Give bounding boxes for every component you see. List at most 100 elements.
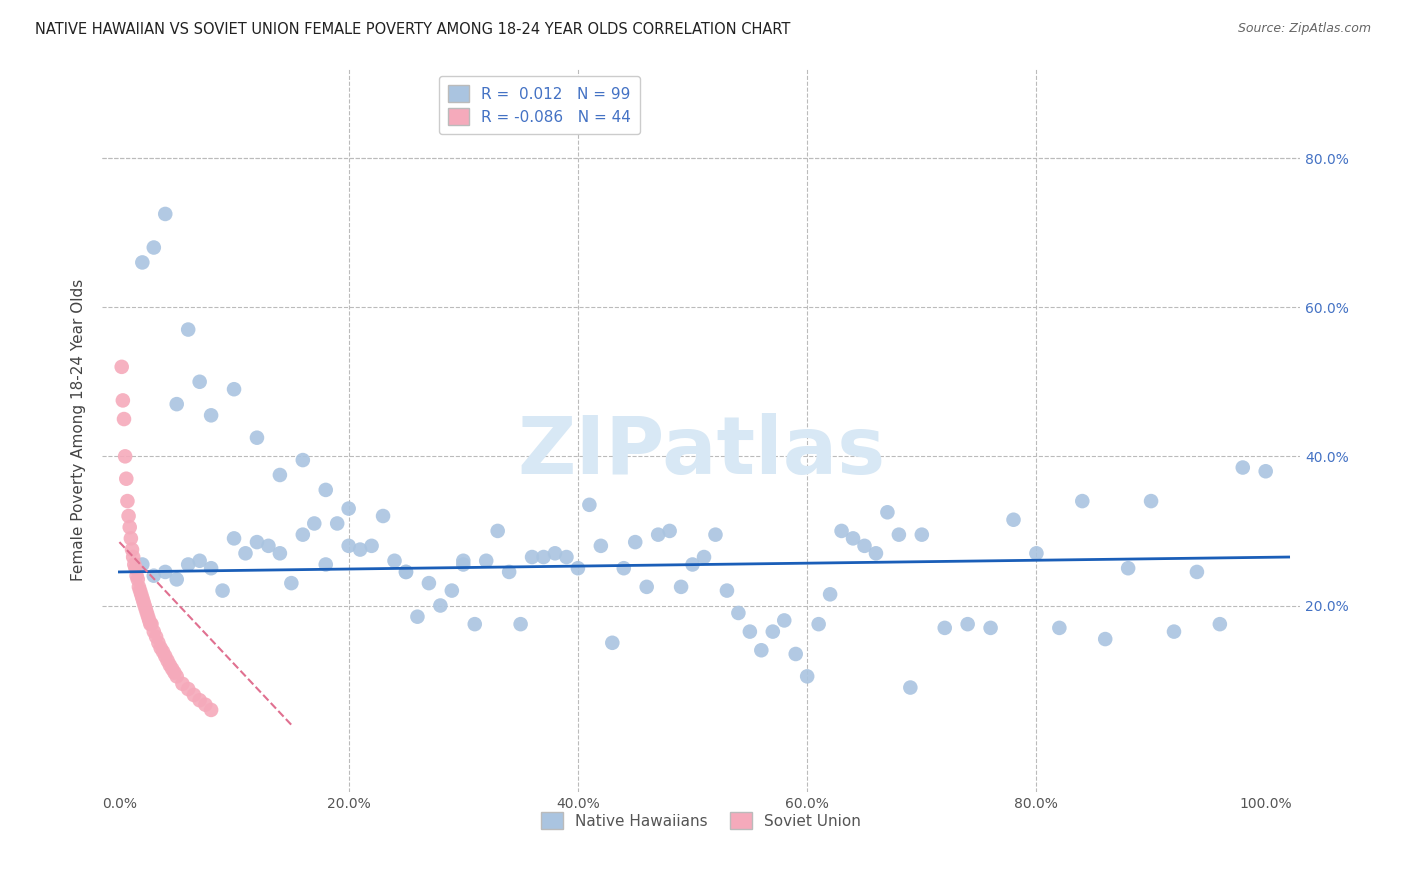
Point: [145, 630, 167, 644]
Point: [160, 662, 183, 676]
Point: [647, 527, 669, 541]
Point: [200, 703, 222, 717]
Point: [418, 576, 440, 591]
Point: [166, 397, 188, 411]
Point: [211, 583, 233, 598]
Point: [269, 467, 291, 482]
Legend: Native Hawaiians, Soviet Union: Native Hawaiians, Soviet Union: [536, 806, 868, 835]
Point: [155, 565, 177, 579]
Point: [194, 698, 217, 712]
Point: [177, 558, 200, 572]
Point: [315, 483, 337, 497]
Point: [304, 516, 326, 531]
Point: [1047, 621, 1070, 635]
Point: [589, 539, 612, 553]
Point: [384, 554, 406, 568]
Point: [1094, 632, 1116, 646]
Point: [636, 580, 658, 594]
Point: [172, 677, 194, 691]
Y-axis label: Female Poverty Among 18-24 Year Olds: Female Poverty Among 18-24 Year Olds: [72, 279, 86, 582]
Point: [177, 681, 200, 696]
Point: [163, 665, 186, 680]
Point: [111, 393, 134, 408]
Point: [135, 602, 157, 616]
Point: [544, 546, 567, 560]
Point: [1232, 460, 1254, 475]
Point: [520, 549, 543, 564]
Point: [166, 669, 188, 683]
Point: [200, 561, 222, 575]
Point: [429, 599, 451, 613]
Point: [135, 606, 157, 620]
Point: [129, 583, 152, 598]
Point: [1025, 546, 1047, 560]
Point: [127, 573, 149, 587]
Point: [121, 542, 143, 557]
Point: [291, 453, 314, 467]
Point: [613, 561, 636, 575]
Point: [117, 508, 139, 523]
Point: [235, 546, 257, 560]
Point: [111, 359, 134, 374]
Point: [1254, 464, 1277, 478]
Text: Source: ZipAtlas.com: Source: ZipAtlas.com: [1237, 22, 1371, 36]
Point: [337, 539, 360, 553]
Point: [464, 617, 486, 632]
Point: [349, 542, 371, 557]
Point: [183, 688, 205, 702]
Point: [395, 565, 418, 579]
Point: [131, 591, 153, 605]
Point: [1071, 494, 1094, 508]
Point: [124, 558, 146, 572]
Point: [125, 568, 148, 582]
Point: [853, 539, 876, 553]
Point: [1116, 561, 1139, 575]
Point: [128, 580, 150, 594]
Point: [395, 565, 418, 579]
Point: [188, 554, 211, 568]
Point: [555, 549, 578, 564]
Point: [118, 520, 141, 534]
Point: [222, 382, 245, 396]
Point: [124, 561, 146, 575]
Point: [326, 516, 349, 531]
Point: [1163, 624, 1185, 639]
Point: [1185, 565, 1208, 579]
Point: [453, 558, 475, 572]
Point: [624, 535, 647, 549]
Point: [155, 649, 177, 664]
Point: [156, 654, 179, 668]
Point: [269, 546, 291, 560]
Point: [934, 621, 956, 635]
Point: [658, 524, 681, 538]
Point: [716, 583, 738, 598]
Point: [818, 587, 841, 601]
Point: [486, 524, 509, 538]
Point: [114, 450, 136, 464]
Point: [188, 693, 211, 707]
Point: [142, 240, 165, 254]
Point: [246, 535, 269, 549]
Point: [831, 524, 853, 538]
Point: [129, 587, 152, 601]
Point: [112, 412, 135, 426]
Point: [980, 621, 1002, 635]
Point: [148, 636, 170, 650]
Point: [796, 669, 818, 683]
Point: [188, 375, 211, 389]
Point: [142, 568, 165, 582]
Point: [139, 617, 162, 632]
Point: [155, 207, 177, 221]
Point: [773, 614, 796, 628]
Point: [1140, 494, 1163, 508]
Point: [280, 576, 302, 591]
Point: [134, 599, 156, 613]
Point: [1002, 513, 1025, 527]
Point: [738, 624, 761, 639]
Point: [704, 527, 727, 541]
Point: [406, 609, 429, 624]
Point: [115, 472, 138, 486]
Point: [177, 322, 200, 336]
Point: [138, 614, 160, 628]
Point: [136, 609, 159, 624]
